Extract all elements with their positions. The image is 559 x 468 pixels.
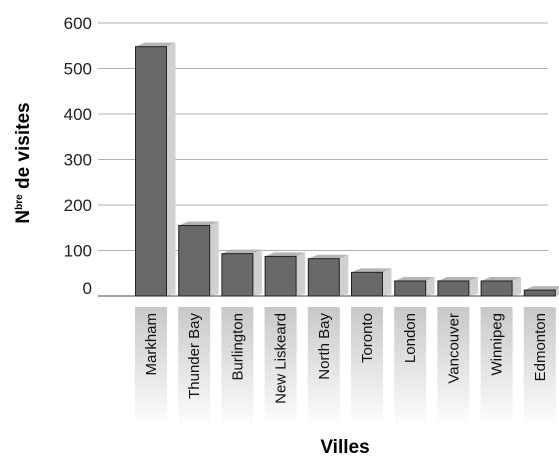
- category-label-bands: [135, 307, 556, 428]
- category-label-band: [178, 307, 211, 428]
- bar-top: [351, 268, 392, 273]
- category-label-band: [523, 307, 556, 428]
- bar: [351, 271, 383, 297]
- category-label-band: [221, 307, 254, 428]
- bar-top: [135, 42, 176, 47]
- bar: [523, 289, 556, 297]
- bar-shadow: [296, 252, 306, 296]
- x-tick-label: North Bay: [316, 313, 333, 380]
- bar-shadow: [339, 254, 349, 296]
- x-tick-label: Burlington: [229, 313, 246, 381]
- x-tick-label: Vancouver: [445, 313, 462, 384]
- y-tick-label: 0: [83, 279, 92, 298]
- bar-top: [221, 249, 262, 254]
- category-label-band: [437, 307, 470, 428]
- bar: [394, 280, 427, 297]
- y-axis-title-superscript: bre: [14, 194, 25, 210]
- bar-shadow: [382, 268, 392, 296]
- bar: [437, 280, 470, 297]
- bar: [307, 258, 340, 297]
- x-axis-category-labels: Markham Thunder Bay Burlington New Liskeard…: [143, 313, 549, 404]
- bar: [178, 224, 211, 297]
- bar-shadow: [425, 276, 435, 296]
- bar-shadow: [166, 42, 176, 296]
- y-axis-title-rest: de visites: [13, 102, 34, 194]
- bar: [264, 255, 297, 297]
- category-label-band: [264, 307, 297, 428]
- bar-shadow: [512, 276, 522, 296]
- bar-shadow: [209, 221, 219, 296]
- bar-top: [437, 276, 478, 281]
- y-axis-title: Nbre de visites: [13, 102, 34, 223]
- category-label-band: [135, 307, 167, 428]
- category-label-band: [351, 307, 383, 428]
- category-label-band: [307, 307, 340, 428]
- bars: [135, 42, 559, 297]
- x-tick-label: Markham: [143, 313, 160, 376]
- bar-top: [481, 276, 522, 281]
- bar-shadow: [252, 249, 262, 296]
- bar-top: [178, 221, 219, 226]
- x-tick-label: Winnipeg: [489, 313, 506, 376]
- bar: [480, 280, 513, 297]
- bar-top: [524, 286, 559, 291]
- x-tick-label: London: [402, 313, 419, 363]
- category-label-band: [394, 307, 427, 428]
- bar-top: [265, 252, 306, 257]
- y-tick-label: 100: [64, 242, 92, 261]
- x-tick-label: Toronto: [359, 313, 376, 363]
- category-label-band: [480, 307, 513, 428]
- bar-top: [308, 254, 349, 259]
- bar-top: [394, 276, 435, 281]
- y-axis-title-main: N: [13, 210, 34, 224]
- y-axis-ticks: 0 100 200 300 400 500 600: [64, 14, 92, 298]
- y-tick-label: 500: [64, 60, 92, 79]
- y-tick-label: 300: [64, 151, 92, 170]
- x-tick-label: Edmonton: [532, 313, 549, 381]
- bar-shadow: [468, 276, 478, 296]
- bar: [221, 253, 254, 297]
- x-tick-label: New Liskeard: [273, 313, 290, 404]
- y-tick-label: 600: [64, 14, 92, 33]
- x-axis-title: Villes: [320, 437, 369, 458]
- bar-shadow: [555, 288, 559, 296]
- y-tick-label: 200: [64, 196, 92, 215]
- x-tick-label: Thunder Bay: [186, 313, 203, 399]
- bar: [135, 46, 167, 297]
- y-tick-label: 400: [64, 105, 92, 124]
